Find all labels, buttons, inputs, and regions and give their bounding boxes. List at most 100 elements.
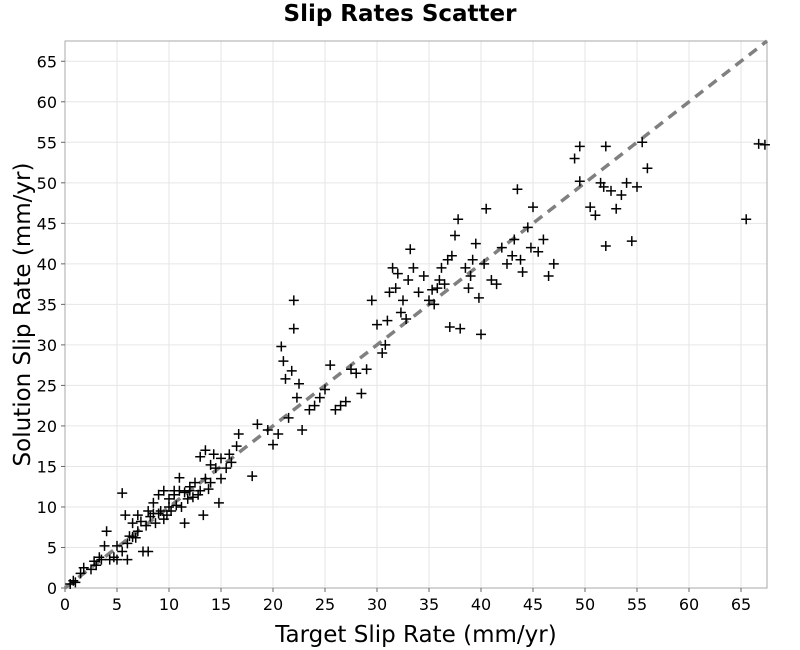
scatter-point <box>130 532 141 543</box>
scatter-point <box>190 477 200 488</box>
scatter-point <box>759 139 770 150</box>
scatter-point <box>432 283 443 294</box>
scatter-point <box>632 181 642 192</box>
scatter-point <box>203 484 214 495</box>
scatter-point <box>135 516 146 527</box>
scatter-point <box>94 552 105 563</box>
scatter-point <box>346 364 356 375</box>
scatter-point <box>600 141 611 152</box>
scatter-point <box>198 510 209 521</box>
scatter-point <box>642 163 653 174</box>
scatter-point <box>470 238 481 249</box>
scatter-point <box>460 262 471 273</box>
scatter-point <box>427 284 438 295</box>
scatter-point <box>143 546 154 557</box>
y-tick-label: 55 <box>37 133 57 152</box>
scatter-point <box>525 242 536 253</box>
scatter-point <box>479 258 490 269</box>
y-tick-label: 20 <box>37 417 57 436</box>
scatter-point <box>288 295 299 306</box>
scatter-point <box>590 210 601 221</box>
scatter-point <box>392 268 403 279</box>
scatter-point <box>496 242 507 253</box>
y-tick-label: 45 <box>37 214 57 233</box>
scatter-point <box>463 283 474 294</box>
scatter-point <box>325 360 336 371</box>
scatter-point <box>179 487 190 498</box>
scatter-point <box>361 364 372 375</box>
scatter-point <box>182 493 193 504</box>
scatter-point <box>276 341 287 352</box>
scatter-point <box>434 275 445 286</box>
scatter-point <box>221 463 232 474</box>
scatter-point <box>380 339 391 350</box>
scatter-point <box>148 497 159 508</box>
scatter-point <box>753 138 764 149</box>
scatter-point <box>507 250 518 261</box>
scatter-point <box>171 500 182 511</box>
scatter-point <box>143 506 154 517</box>
scatter-point <box>174 485 185 496</box>
scatter-point <box>210 463 221 474</box>
scatter-point <box>467 254 478 265</box>
scatter-point <box>384 287 395 298</box>
scatter-point <box>574 141 585 152</box>
scatter-point <box>91 560 102 571</box>
x-axis-label: Target Slip Rate (mm/yr) <box>274 622 556 648</box>
scatter-point <box>176 501 187 512</box>
scatter-point <box>268 439 278 450</box>
x-tick-label: 10 <box>159 595 179 614</box>
scatter-point <box>224 449 235 460</box>
scatter-point <box>132 510 143 521</box>
x-tick-label: 50 <box>575 595 595 614</box>
scatter-point <box>509 234 520 245</box>
y-tick-label: 25 <box>37 376 57 395</box>
scatter-point <box>356 388 367 399</box>
scatter-point <box>600 241 611 252</box>
chart-title: Slip Rates Scatter <box>283 1 517 27</box>
scatter-point <box>476 329 486 340</box>
y-tick-label: 60 <box>37 93 57 112</box>
scatter-point <box>377 347 388 358</box>
y-tick-label: 5 <box>47 538 57 557</box>
scatter-point <box>195 485 206 496</box>
scatter-point <box>515 254 526 265</box>
scatter-point <box>621 177 632 188</box>
scatter-point <box>75 568 86 579</box>
scatter-point <box>205 477 216 488</box>
plot-frame <box>64 40 768 589</box>
scatter-point <box>86 564 96 575</box>
scatter-point <box>273 429 284 440</box>
scatter-point <box>216 473 226 484</box>
x-tick-label: 20 <box>263 595 283 614</box>
scatter-point <box>304 404 315 415</box>
scatter-point <box>444 322 455 333</box>
scatter-point <box>382 315 393 326</box>
scatter-point <box>132 526 143 537</box>
scatter-point <box>112 554 122 565</box>
scatter-point <box>403 275 414 286</box>
scatter-point <box>372 319 382 330</box>
scatter-point <box>112 540 122 551</box>
scatter-point <box>288 323 299 334</box>
scatter-point <box>401 313 412 324</box>
scatter-point <box>395 307 406 318</box>
x-tick-label: 15 <box>211 595 231 614</box>
x-tick-label: 45 <box>523 595 543 614</box>
scatter-point <box>141 520 152 531</box>
scatter-point <box>166 506 177 517</box>
y-tick-label: 65 <box>37 52 57 71</box>
scatter-point <box>491 279 502 290</box>
x-tick-label: 40 <box>471 595 491 614</box>
x-tick-label: 5 <box>112 595 122 614</box>
scatter-point <box>233 429 244 440</box>
scatter-point <box>424 295 434 306</box>
scatter-point <box>208 449 219 460</box>
scatter-point <box>528 202 538 213</box>
scatter-point <box>522 222 533 233</box>
scatter-point <box>122 554 133 565</box>
scatter-point <box>340 396 351 407</box>
scatter-point <box>481 203 492 214</box>
